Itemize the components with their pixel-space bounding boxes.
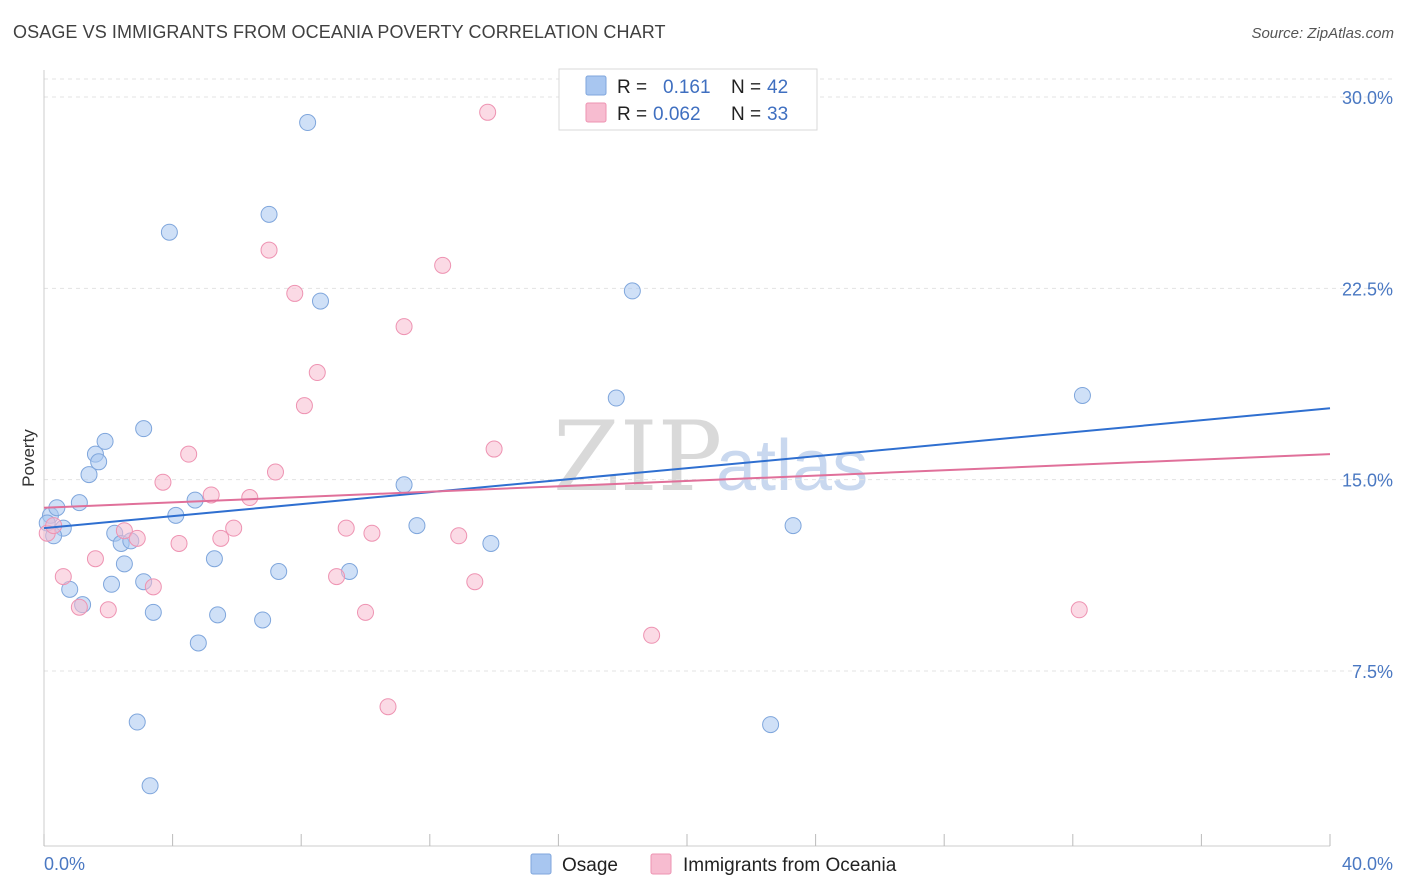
point-oceania — [202, 486, 220, 504]
y-tick-label: 22.5% — [1342, 279, 1393, 299]
stats-n-label-oceania: N = — [731, 104, 761, 125]
point-osage — [128, 713, 146, 731]
point-osage — [80, 466, 98, 484]
point-osage — [784, 517, 802, 535]
x-tick-label-min: 0.0% — [44, 854, 85, 874]
point-oceania — [99, 601, 117, 619]
point-oceania — [144, 578, 162, 596]
point-osage — [103, 575, 121, 593]
point-oceania — [266, 463, 284, 481]
point-osage — [96, 432, 114, 450]
stats-r-value-osage: 0.161 — [663, 77, 711, 98]
point-osage — [1073, 386, 1091, 404]
y-tick-label: 7.5% — [1352, 662, 1393, 682]
x-ticks — [43, 834, 1331, 846]
point-osage — [115, 555, 133, 573]
point-oceania — [170, 534, 188, 552]
point-osage — [623, 282, 641, 300]
point-osage — [482, 534, 500, 552]
watermark-zip: ZIP — [553, 401, 722, 513]
point-oceania — [286, 284, 304, 302]
watermark-atlas: atlas — [716, 426, 868, 506]
point-osage — [135, 420, 153, 438]
point-oceania — [241, 489, 259, 507]
point-oceania — [86, 550, 104, 568]
trend-line-osage — [43, 407, 1331, 530]
point-osage — [186, 491, 204, 509]
point-oceania — [328, 568, 346, 586]
stats-r-label-oceania: R = — [617, 104, 647, 125]
legend: Osage Immigrants from Oceania — [530, 853, 897, 876]
point-oceania — [308, 364, 326, 382]
point-oceania — [154, 473, 172, 491]
point-osage — [762, 716, 780, 734]
point-osage — [395, 476, 413, 494]
point-oceania — [70, 598, 88, 616]
point-oceania — [485, 440, 503, 458]
gridlines — [44, 78, 1393, 672]
point-osage — [254, 611, 272, 629]
point-oceania — [128, 529, 146, 547]
stats-n-label-osage: N = — [731, 77, 761, 98]
point-oceania — [479, 103, 497, 121]
point-osage — [160, 223, 178, 241]
trend-lines — [43, 407, 1331, 530]
point-oceania — [212, 529, 230, 547]
point-osage — [205, 550, 223, 568]
point-osage — [408, 517, 426, 535]
trend-line-oceania — [43, 453, 1331, 509]
point-oceania — [260, 241, 278, 259]
point-oceania — [363, 524, 381, 542]
stats-r-value-oceania: 0.062 — [653, 104, 701, 125]
legend-swatch-osage — [530, 853, 552, 875]
stats-box: R = 0.161 N = 42 R = 0.062 N = 33 — [558, 68, 818, 131]
point-oceania — [45, 517, 63, 535]
point-oceania — [466, 573, 484, 591]
point-oceania — [450, 527, 468, 545]
point-oceania — [434, 256, 452, 274]
point-oceania — [395, 318, 413, 336]
point-oceania — [643, 626, 661, 644]
stats-swatch-oceania — [585, 102, 607, 123]
stats-n-value-osage: 42 — [767, 77, 788, 98]
point-osage — [144, 603, 162, 621]
point-osage — [260, 205, 278, 223]
point-oceania — [54, 568, 72, 586]
y-tick-label: 15.0% — [1342, 471, 1393, 491]
point-oceania — [337, 519, 355, 537]
point-osage — [90, 453, 108, 471]
point-osage — [70, 494, 88, 512]
legend-label-osage: Osage — [562, 855, 618, 876]
point-osage — [311, 292, 329, 310]
point-oceania — [225, 519, 243, 537]
y-axis-label: Poverty — [19, 429, 38, 487]
y-tick-label: 30.0% — [1342, 88, 1393, 108]
stats-r-label-osage: R = — [617, 77, 647, 98]
stats-swatch-osage — [585, 75, 607, 96]
chart-title: OSAGE VS IMMIGRANTS FROM OCEANIA POVERTY… — [13, 22, 666, 42]
point-osage — [141, 777, 159, 795]
point-osage — [270, 563, 288, 581]
point-oceania — [295, 397, 313, 415]
y-tick-labels: 7.5% 15.0% 22.5% 30.0% — [1342, 88, 1393, 682]
point-oceania — [180, 445, 198, 463]
stats-n-value-oceania: 33 — [767, 104, 788, 125]
point-osage — [299, 114, 317, 132]
point-osage — [189, 634, 207, 652]
point-osage — [209, 606, 227, 624]
x-tick-label-max: 40.0% — [1342, 854, 1393, 874]
point-oceania — [379, 698, 397, 716]
legend-label-oceania: Immigrants from Oceania — [683, 855, 897, 876]
point-oceania — [357, 603, 374, 621]
point-oceania — [1070, 601, 1088, 619]
point-oceania — [115, 522, 133, 540]
point-osage — [607, 389, 625, 407]
legend-swatch-oceania — [650, 853, 672, 875]
source-label: Source: ZipAtlas.com — [1251, 25, 1394, 42]
